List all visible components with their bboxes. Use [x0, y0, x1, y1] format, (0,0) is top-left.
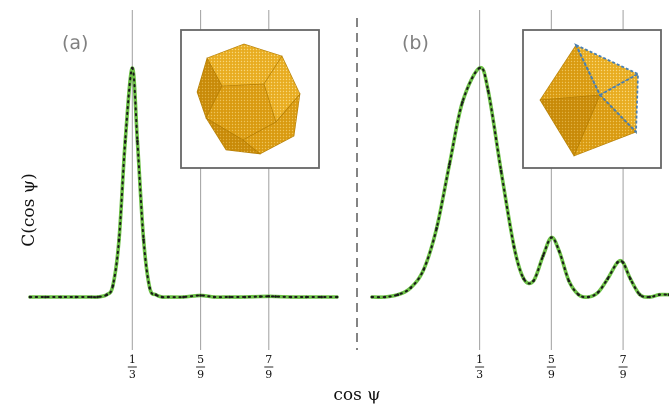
series-a: [28, 66, 339, 299]
data-point: [638, 293, 642, 297]
data-point: [335, 295, 339, 299]
data-point: [131, 66, 134, 70]
data-point: [105, 293, 109, 297]
data-point: [383, 295, 387, 299]
inset-face: [242, 93, 301, 155]
data-point: [409, 286, 413, 290]
tick-label: 79: [618, 353, 628, 381]
tick-numerator: 5: [197, 353, 204, 366]
tick-denominator: 9: [197, 368, 204, 381]
data-point: [44, 295, 47, 299]
data-point: [567, 279, 571, 283]
data-point: [577, 293, 580, 297]
data-point: [117, 238, 121, 242]
data-point: [522, 277, 525, 281]
data-point: [648, 295, 651, 299]
data-point: [616, 261, 619, 264]
data-point: [160, 295, 164, 299]
data-point: [658, 293, 661, 297]
data-point: [274, 295, 277, 298]
series-dots: [371, 66, 669, 299]
tick-numerator: 5: [548, 353, 555, 366]
data-point: [499, 169, 503, 173]
panel-label-a: (a): [62, 32, 88, 54]
data-point: [28, 295, 32, 299]
data-point: [557, 249, 561, 253]
x-axis-label: cos ψ: [333, 385, 380, 405]
tick-denominator: 9: [265, 368, 272, 381]
data-point: [289, 295, 293, 299]
panel-label-b: (b): [402, 32, 429, 54]
data-point: [212, 295, 216, 299]
tick-label: 59: [196, 353, 206, 381]
data-point: [320, 295, 323, 299]
data-point: [512, 245, 516, 248]
data-point: [166, 295, 170, 299]
data-point: [154, 293, 158, 297]
data-point: [305, 295, 308, 299]
data-point: [74, 295, 78, 299]
data-point: [123, 140, 127, 143]
inset-cuboctahedron: [180, 29, 320, 169]
data-point: [136, 140, 139, 143]
data-point: [486, 89, 490, 93]
tick-label: 59: [546, 353, 556, 381]
data-point: [267, 295, 271, 298]
data-point: [478, 66, 481, 70]
tick-denominator: 3: [476, 368, 483, 381]
inset-face: [205, 117, 261, 155]
data-point: [461, 101, 464, 104]
data-point: [596, 291, 600, 294]
data-point: [621, 261, 625, 264]
data-point: [370, 295, 374, 299]
tick-numerator: 7: [620, 353, 627, 366]
data-point: [422, 268, 426, 271]
y-axis-label: C(cos ψ): [19, 173, 39, 247]
series-b: [370, 65, 669, 299]
tick-denominator: 3: [129, 368, 136, 381]
inset-icosahedron: [522, 29, 662, 169]
data-point: [182, 295, 185, 299]
tick-denominator: 9: [548, 368, 555, 381]
tick-label: 79: [264, 353, 274, 381]
data-point: [142, 238, 145, 242]
data-point: [541, 254, 545, 258]
tick-label: 13: [127, 353, 137, 381]
data-point: [587, 295, 590, 299]
data-point: [59, 295, 62, 299]
data-point: [606, 277, 609, 281]
data-point: [90, 295, 93, 299]
data-point: [199, 294, 202, 297]
tick-denominator: 9: [620, 368, 627, 381]
data-point: [448, 162, 451, 166]
data-point: [96, 295, 99, 299]
data-point: [228, 295, 231, 299]
data-point: [148, 286, 151, 290]
data-point: [396, 293, 400, 297]
tick-numerator: 7: [265, 353, 272, 366]
data-point: [243, 295, 247, 299]
data-point: [629, 277, 632, 281]
data-point: [532, 279, 535, 283]
data-point: [435, 227, 438, 230]
data-point: [111, 284, 115, 287]
tick-numerator: 1: [476, 353, 483, 366]
data-point: [259, 295, 262, 298]
tick-label: 13: [475, 353, 485, 381]
tick-numerator: 1: [129, 353, 136, 366]
inset-edge-highlight: [575, 44, 637, 133]
data-point: [550, 236, 553, 239]
